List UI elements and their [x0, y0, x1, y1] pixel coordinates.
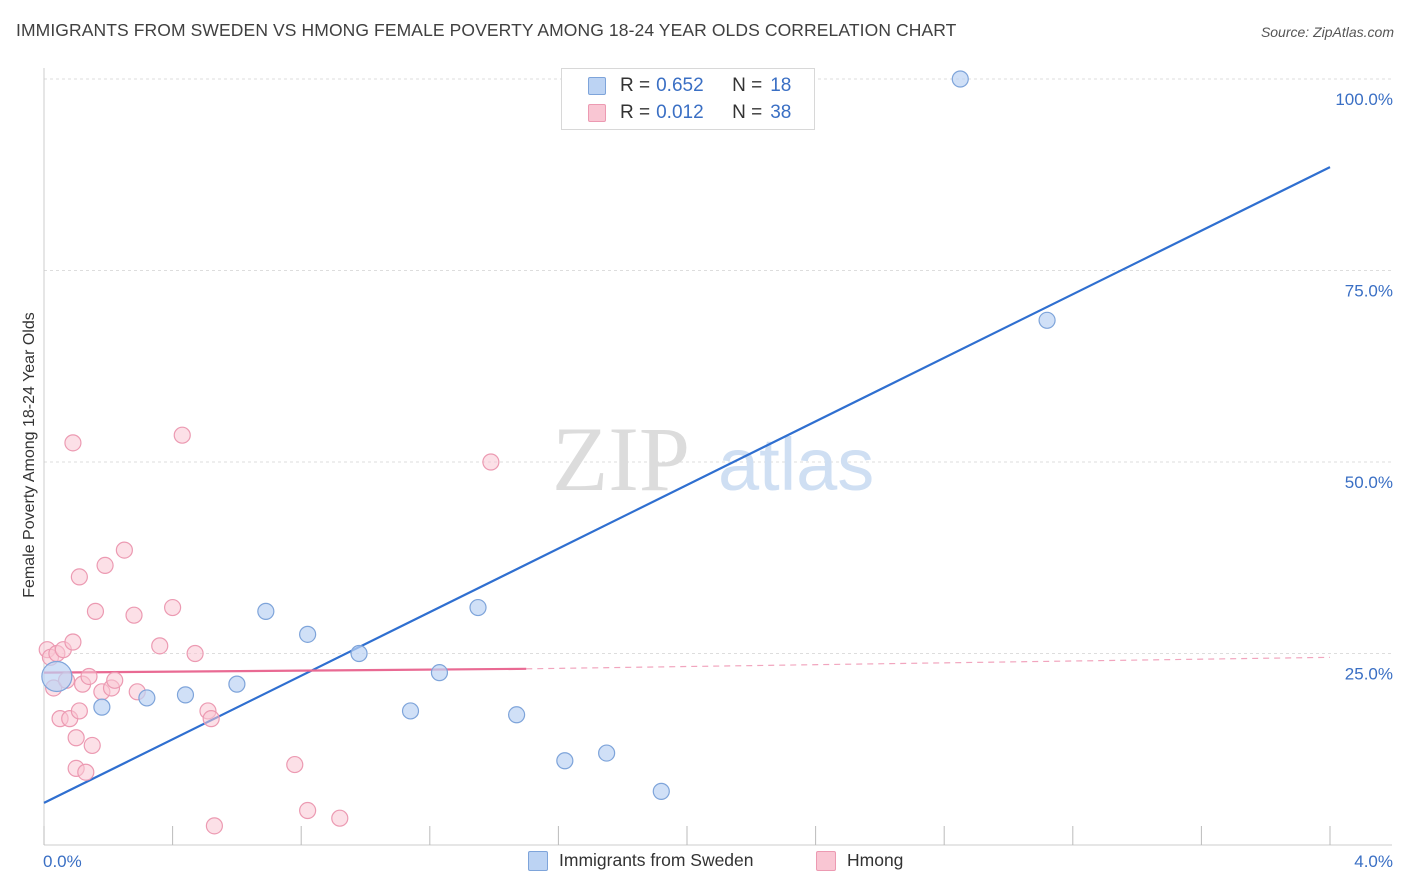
point-hmong	[299, 801, 317, 820]
point-hmong	[331, 809, 349, 827]
legend-n-value: 38	[770, 102, 792, 123]
legend-r-label: R =	[620, 75, 651, 96]
point-sweden	[401, 702, 420, 720]
trend-line-hmong-extension	[526, 656, 1331, 670]
point-sweden	[350, 644, 368, 663]
legend-r-label: R =	[620, 102, 651, 123]
legend-row-hmong: R = 0.012 N = 38	[588, 101, 791, 125]
watermark: ZIP atlas	[552, 408, 874, 510]
point-sweden	[430, 664, 449, 682]
point-hmong	[70, 702, 88, 720]
legend-swatch-hmong	[588, 104, 606, 122]
axes	[43, 68, 1392, 846]
point-hmong	[70, 568, 88, 586]
point-sweden	[508, 706, 526, 724]
point-hmong	[286, 755, 304, 774]
point-hmong	[96, 556, 114, 575]
point-sweden	[176, 686, 195, 704]
legend-swatch-sweden	[588, 77, 606, 95]
legend-r-value: 0.652	[656, 75, 704, 96]
legend-r-value: 0.012	[656, 102, 704, 123]
watermark-atlas: atlas	[718, 423, 874, 506]
point-sweden	[951, 70, 969, 88]
point-hmong	[164, 598, 182, 617]
point-hmong	[151, 637, 169, 655]
bottom-legend-label-sweden: Immigrants from Sweden	[559, 850, 754, 870]
source-label: Source: ZipAtlas.com	[1260, 24, 1394, 40]
y-tick-label: 25.0%	[1345, 665, 1393, 684]
trend-line-sweden	[43, 166, 1331, 804]
point-sweden	[41, 660, 73, 693]
point-hmong	[106, 671, 124, 689]
point-hmong	[80, 667, 98, 686]
y-tick-label: 50.0%	[1345, 473, 1393, 492]
bottom-legend-label-hmong: Hmong	[847, 850, 904, 870]
y-axis-label: Female Poverty Among 18-24 Year Olds	[21, 312, 38, 598]
point-hmong	[482, 453, 500, 471]
point-hmong	[125, 606, 143, 624]
point-sweden	[257, 602, 275, 620]
point-sweden	[138, 689, 156, 707]
point-hmong	[115, 541, 133, 559]
point-sweden	[556, 752, 574, 770]
data-points	[38, 70, 1056, 835]
grid-lines	[44, 78, 1392, 654]
point-sweden	[598, 744, 616, 762]
point-hmong	[83, 736, 101, 755]
point-hmong	[86, 602, 105, 620]
point-hmong	[67, 729, 85, 747]
chart-title: IMMIGRANTS FROM SWEDEN VS HMONG FEMALE P…	[16, 20, 957, 40]
bottom-legend-hmong: Hmong	[816, 850, 903, 871]
bottom-legend-sweden: Immigrants from Sweden	[528, 850, 754, 871]
point-hmong	[186, 644, 204, 663]
correlation-legend: R = 0.652 N = 18 R = 0.012 N = 38	[561, 68, 815, 130]
legend-n-label: N =	[732, 102, 763, 123]
trend-lines	[43, 166, 1331, 804]
point-hmong	[64, 434, 82, 452]
legend-row-sweden: R = 0.652 N = 18	[588, 74, 791, 98]
legend-n-label: N =	[732, 75, 763, 96]
point-sweden	[469, 598, 487, 617]
x-tick-min: 0.0%	[43, 852, 82, 871]
point-hmong	[205, 817, 223, 835]
x-tick-max: 4.0%	[1354, 852, 1393, 871]
point-hmong	[202, 710, 220, 728]
point-hmong	[64, 633, 82, 651]
point-sweden	[299, 625, 317, 643]
y-tick-labels: 25.0% 50.0% 75.0% 100.0%	[1335, 90, 1393, 684]
bottom-legend-swatch-hmong	[816, 850, 836, 871]
point-sweden	[93, 698, 111, 716]
point-sweden	[1038, 311, 1056, 329]
point-sweden	[652, 782, 670, 800]
point-sweden	[228, 675, 246, 693]
watermark-zip: ZIP	[552, 408, 690, 510]
bottom-legend-swatch-sweden	[528, 850, 548, 871]
legend-n-value: 18	[770, 75, 792, 96]
point-hmong	[77, 763, 95, 781]
point-hmong	[173, 426, 191, 444]
y-tick-label: 100.0%	[1335, 90, 1393, 109]
y-tick-label: 75.0%	[1345, 282, 1393, 301]
